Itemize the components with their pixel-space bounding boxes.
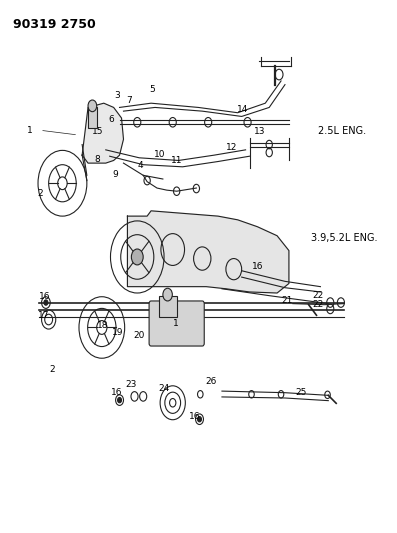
Text: 7: 7 xyxy=(127,95,132,104)
Circle shape xyxy=(198,417,201,422)
Text: 16: 16 xyxy=(252,262,264,271)
Circle shape xyxy=(44,300,48,305)
Circle shape xyxy=(131,249,143,265)
Text: 19: 19 xyxy=(112,328,124,337)
Text: 1: 1 xyxy=(27,126,33,135)
Circle shape xyxy=(88,100,97,112)
Text: 12: 12 xyxy=(226,143,237,152)
Text: 4: 4 xyxy=(137,161,143,170)
Text: 5: 5 xyxy=(149,85,155,94)
Text: 14: 14 xyxy=(237,104,248,114)
Text: 13: 13 xyxy=(254,127,265,136)
Polygon shape xyxy=(159,296,177,317)
Text: 16: 16 xyxy=(189,411,201,421)
Text: 1: 1 xyxy=(173,319,178,328)
Text: 26: 26 xyxy=(205,377,217,386)
Text: 22: 22 xyxy=(313,300,324,309)
FancyBboxPatch shape xyxy=(149,301,204,346)
Text: 16: 16 xyxy=(39,292,50,301)
Text: 21: 21 xyxy=(281,296,293,305)
Polygon shape xyxy=(88,108,97,127)
Text: 9: 9 xyxy=(112,169,118,179)
Text: 16: 16 xyxy=(111,387,122,397)
Polygon shape xyxy=(82,103,123,163)
Text: 2: 2 xyxy=(37,189,43,198)
Circle shape xyxy=(118,398,121,403)
Text: 6: 6 xyxy=(108,115,114,124)
Circle shape xyxy=(163,288,172,301)
Text: 25: 25 xyxy=(296,388,307,397)
Text: 23: 23 xyxy=(126,379,137,389)
Text: 10: 10 xyxy=(154,150,166,159)
Text: 17: 17 xyxy=(38,311,50,320)
Text: 90319 2750: 90319 2750 xyxy=(13,18,96,31)
Text: 24: 24 xyxy=(158,384,169,393)
Text: 11: 11 xyxy=(172,156,183,165)
Polygon shape xyxy=(127,211,289,293)
Text: 2.5L ENG.: 2.5L ENG. xyxy=(318,126,366,136)
Text: 20: 20 xyxy=(133,331,145,340)
Text: 8: 8 xyxy=(94,155,100,164)
Text: 3.9,5.2L ENG.: 3.9,5.2L ENG. xyxy=(310,233,377,244)
Text: 18: 18 xyxy=(97,321,109,330)
Text: 2: 2 xyxy=(50,366,56,374)
Text: 22: 22 xyxy=(313,291,324,300)
Text: 3: 3 xyxy=(115,91,120,100)
Text: 15: 15 xyxy=(92,127,104,136)
